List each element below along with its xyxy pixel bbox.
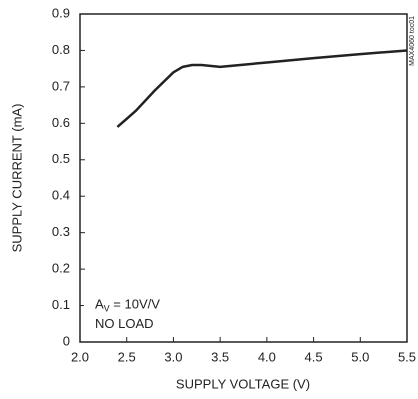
x-tick-label: 2.0	[71, 349, 89, 364]
annotation-tail: = 10V/V	[110, 297, 161, 312]
y-tick-label: 0.6	[52, 115, 70, 130]
x-tick-label: 2.5	[118, 349, 136, 364]
y-tick-label: 0.8	[52, 42, 70, 57]
x-axis-label: SUPPLY VOLTAGE (V)	[176, 376, 310, 391]
plot-frame	[79, 13, 408, 343]
x-tick-label: 4.5	[305, 349, 323, 364]
x-tick-label: 3.5	[211, 349, 229, 364]
y-tick-label: 0.2	[52, 261, 70, 276]
annotation: AV = 10V/V	[95, 297, 160, 314]
annotation-line2: NO LOAD	[95, 316, 154, 331]
y-tick-label: 0.3	[52, 224, 70, 239]
figure-note: MAX4060 toc01	[409, 16, 416, 66]
y-axis-label: SUPPLY CURRENT (mA)	[9, 104, 24, 253]
annotation-background	[84, 295, 172, 336]
y-tick-label: 0	[63, 333, 70, 348]
data-line	[116, 49, 408, 128]
annotation-subscript: V	[104, 304, 110, 314]
y-tick-label: 0.7	[52, 78, 70, 93]
x-tick-label: 3.0	[164, 349, 182, 364]
y-tick-label: 0.5	[52, 151, 70, 166]
x-tick-label: 5.5	[398, 349, 416, 364]
x-tick-label: 4.0	[258, 349, 276, 364]
y-tick-label: 0.4	[52, 188, 70, 203]
x-tick-label: 5.0	[351, 349, 369, 364]
annotation-text: A	[95, 297, 104, 312]
y-tick-label: 0.9	[52, 5, 70, 20]
y-tick-label: 0.1	[52, 297, 70, 312]
